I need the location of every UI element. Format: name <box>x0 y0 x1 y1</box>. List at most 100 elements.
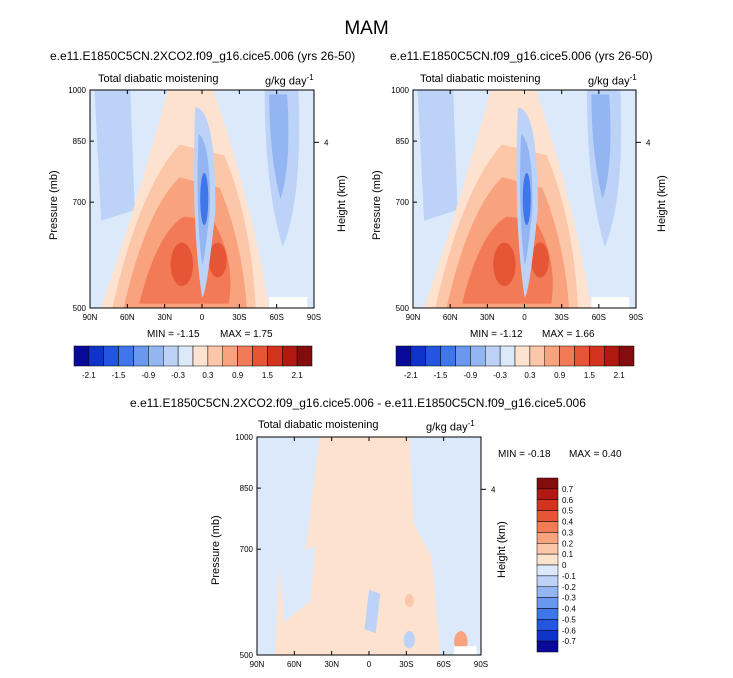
contour-shape <box>591 94 611 199</box>
colorbar-swatch <box>536 597 559 609</box>
contour-shape <box>274 437 441 655</box>
colorbar-label: -1.5 <box>434 371 448 380</box>
x-tick-label: 90S <box>474 660 488 669</box>
missing-data-patch <box>454 646 477 655</box>
contour-shape <box>364 589 381 634</box>
colorbar-label: 0.6 <box>562 496 574 505</box>
colorbar-label: 0.3 <box>202 371 214 380</box>
colorbar-label: 0.1 <box>562 550 574 559</box>
colorbar-swatch <box>395 345 412 367</box>
colorbar-swatch <box>296 345 313 367</box>
panel-2-contours <box>413 90 636 308</box>
colorbar-swatch <box>282 345 298 367</box>
figure-title: MAM <box>344 18 389 39</box>
colorbar-label: -0.3 <box>562 594 576 603</box>
colorbar-swatch <box>604 345 620 367</box>
colorbar-swatch <box>133 345 149 367</box>
x-tick-label: 60S <box>270 313 284 322</box>
colorbar-label: -2.1 <box>82 371 96 380</box>
colorbar-swatch <box>536 488 559 500</box>
colorbar-swatch <box>499 345 516 367</box>
colorbar-swatch <box>103 345 119 367</box>
x-tick-label: 30S <box>399 660 413 669</box>
colorbar-swatch <box>536 510 559 522</box>
y-tick-label: 700 <box>240 545 254 554</box>
panel-2-units-label: g/kg day-1 <box>588 73 637 88</box>
contour-shape <box>403 631 415 649</box>
colorbar-swatch <box>536 575 559 587</box>
y-tick-label: 700 <box>396 198 410 207</box>
colorbar-2: -2.1 -1.5 -0.9 -0.3 0.3 0.9 1.5 2.1 <box>395 345 635 380</box>
x-tick-label: 30N <box>480 313 495 322</box>
panel-2-left-label: Total diabatic moistening <box>420 73 541 85</box>
colorbar-swatch <box>192 345 209 367</box>
missing-data-patch <box>269 297 308 308</box>
colorbar-label: 0.7 <box>562 485 574 494</box>
colorbar-swatch <box>410 345 426 367</box>
colorbar-label: -0.4 <box>562 605 576 614</box>
colorbar-label: 0.5 <box>562 507 574 516</box>
panel-3-contours <box>257 437 481 655</box>
colorbar-swatch <box>177 345 194 367</box>
x-tick-label: 90N <box>83 313 98 322</box>
contour-shape <box>493 242 516 287</box>
panel-1-max: MAX = 1.75 <box>220 329 273 340</box>
contour-shape <box>522 172 531 226</box>
colorbar-label: -0.3 <box>171 371 185 380</box>
colorbar-swatch <box>559 345 575 367</box>
colorbar-swatch <box>529 345 545 367</box>
contour-shape <box>269 94 289 199</box>
contour-shape <box>431 546 475 655</box>
colorbar-swatch <box>536 608 559 620</box>
colorbar-swatch <box>536 499 559 511</box>
y-tick-label: 850 <box>396 137 410 146</box>
y-tick-label: 700 <box>73 198 87 207</box>
panel-3-min: MIN = -0.18 <box>498 449 551 460</box>
colorbar-label: -0.2 <box>562 583 576 592</box>
colorbar-label: 1.5 <box>584 371 596 380</box>
contour-shape <box>404 593 414 608</box>
height-tick-label: 4 <box>324 138 329 147</box>
colorbar-label: -1.5 <box>112 371 126 380</box>
colorbar-swatch <box>222 345 238 367</box>
colorbar-swatch <box>536 586 559 598</box>
panel-2-min: MIN = -1.12 <box>470 329 523 340</box>
x-tick-label: 30S <box>232 313 246 322</box>
colorbar-swatch <box>207 345 223 367</box>
panel-3-units-label: g/kg day-1 <box>426 419 475 434</box>
colorbar-swatch <box>267 345 283 367</box>
colorbar-label: -0.9 <box>463 371 477 380</box>
colorbar-swatch <box>536 564 559 577</box>
colorbar-label: -0.3 <box>493 371 507 380</box>
contour-shape <box>200 172 209 226</box>
colorbar-label: -0.1 <box>562 572 576 581</box>
colorbar-label: 2.1 <box>614 371 626 380</box>
colorbar-swatch <box>544 345 560 367</box>
x-tick-label: 60N <box>287 660 302 669</box>
colorbar-label: -0.9 <box>141 371 155 380</box>
x-tick-label: 60S <box>592 313 606 322</box>
x-tick-label: 90N <box>406 313 421 322</box>
x-tick-label: 0 <box>522 313 527 322</box>
colorbar-swatch <box>536 619 559 631</box>
colorbar-swatch <box>440 345 456 367</box>
panel-3-left-label: Total diabatic moistening <box>258 419 379 431</box>
colorbar-swatch <box>574 345 590 367</box>
colorbar-swatch <box>618 345 635 367</box>
colorbar-swatch <box>589 345 605 367</box>
colorbar-swatch <box>536 521 559 533</box>
colorbar-swatch <box>536 477 559 490</box>
height-tick-label: 4 <box>491 485 496 494</box>
colorbar-swatch <box>73 345 90 367</box>
contour-shape <box>170 242 194 287</box>
colorbar-swatch <box>536 543 559 555</box>
y-tick-label: 500 <box>240 651 254 660</box>
colorbar-swatch <box>470 345 486 367</box>
colorbar-label: 0.9 <box>232 371 244 380</box>
colorbar-label: 0.9 <box>554 371 566 380</box>
x-tick-label: 90N <box>250 660 265 669</box>
colorbar-1: -2.1 -1.5 -0.9 -0.3 0.3 0.9 1.5 2.1 <box>73 345 313 380</box>
x-tick-label: 90S <box>307 313 321 322</box>
colorbar-3: 0.70.60.50.40.30.20.10-0.1-0.2-0.3-0.4-0… <box>536 477 576 653</box>
